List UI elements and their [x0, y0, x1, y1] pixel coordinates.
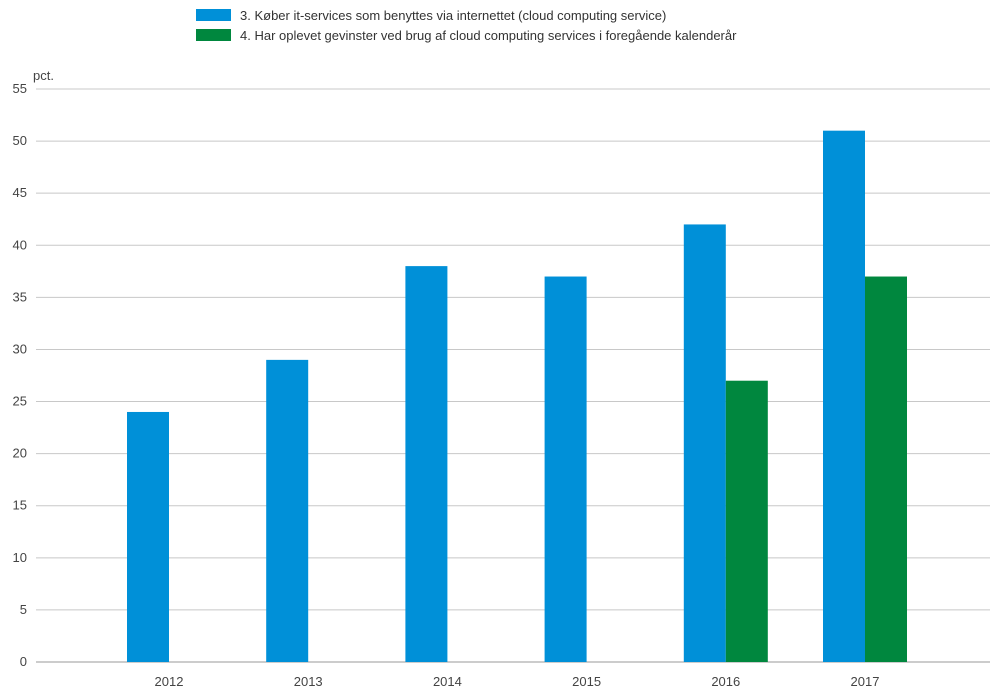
bar-series1-2012: [127, 411, 169, 662]
y-axis-unit-label: pct.: [33, 68, 54, 83]
bar-series2-2016: [725, 380, 768, 662]
x-tick-label-2014: 2014: [433, 674, 462, 689]
x-axis-tick-labels: 2012 2013 2014 2015 2016 2017: [155, 674, 880, 689]
legend-label-2: 4. Har oplevet gevinster ved brug af clo…: [240, 28, 737, 43]
x-tick-label-2016: 2016: [711, 674, 740, 689]
y-tick-label-15: 15: [13, 498, 27, 513]
y-tick-label-0: 0: [20, 654, 27, 669]
x-tick-label-2015: 2015: [572, 674, 601, 689]
bar-series1-2015: [544, 276, 587, 662]
y-tick-label-35: 35: [13, 289, 27, 304]
y-tick-label-40: 40: [13, 237, 27, 252]
legend-swatch-2: [196, 29, 231, 41]
y-tick-label-45: 45: [13, 185, 27, 200]
legend-swatch-1: [196, 9, 231, 21]
x-tick-label-2013: 2013: [294, 674, 323, 689]
bar-series1-2013: [266, 359, 309, 662]
y-tick-label-20: 20: [13, 446, 27, 461]
x-tick-label-2012: 2012: [155, 674, 184, 689]
y-tick-label-55: 55: [13, 81, 27, 96]
bar-series1-2014: [405, 266, 448, 662]
y-tick-label-5: 5: [20, 602, 27, 617]
y-tick-label-25: 25: [13, 394, 27, 409]
y-axis-tick-labels: 0 5 10 15 20 25 30 35 40 45 50 55: [13, 81, 27, 669]
bar-series1-2017: [823, 130, 865, 662]
y-tick-label-10: 10: [13, 550, 27, 565]
bar-series2-2017: [865, 276, 907, 662]
y-tick-label-30: 30: [13, 341, 27, 356]
legend: 3. Køber it-services som benyttes via in…: [196, 8, 737, 43]
legend-label-1: 3. Køber it-services som benyttes via in…: [240, 8, 666, 23]
bars: [127, 130, 907, 662]
y-tick-label-50: 50: [13, 133, 27, 148]
x-tick-label-2017: 2017: [851, 674, 880, 689]
bar-series1-2016: [683, 224, 726, 662]
